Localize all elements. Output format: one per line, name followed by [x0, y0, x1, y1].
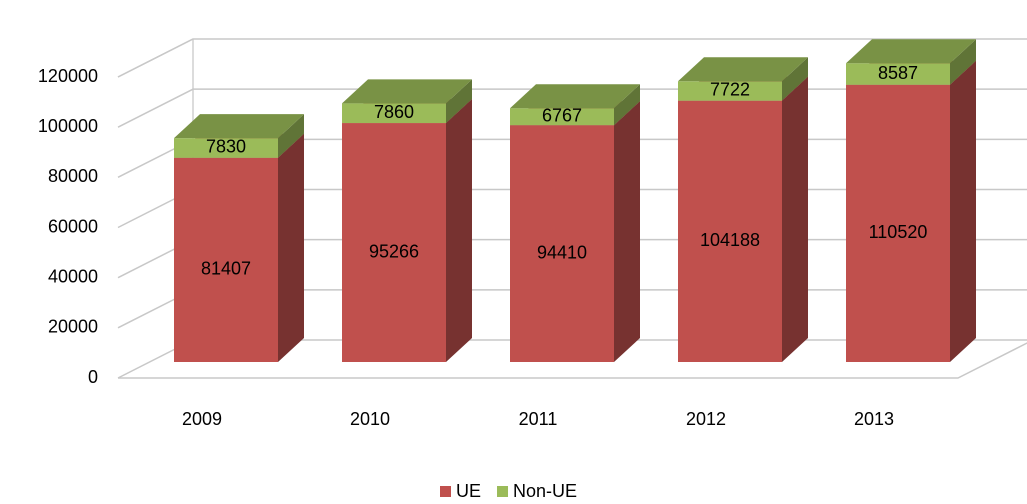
bar-top — [846, 39, 976, 64]
bar-side — [950, 39, 976, 85]
data-label: 95266 — [369, 241, 419, 261]
bar — [846, 63, 950, 85]
bar — [342, 103, 446, 124]
bar-side — [614, 84, 640, 126]
bar-top — [174, 114, 304, 139]
x-tick-label: 2010 — [350, 409, 390, 429]
bar-top — [342, 79, 472, 104]
bar-segment — [342, 99, 472, 363]
data-label: 81407 — [201, 259, 251, 279]
bar — [846, 84, 950, 363]
bar-segment — [510, 84, 640, 126]
x-tick-label: 2013 — [854, 409, 894, 429]
bar-side — [278, 133, 304, 362]
y-tick-label: 0 — [88, 367, 98, 387]
bar-segment — [174, 133, 304, 362]
data-label: 6767 — [542, 105, 582, 125]
x-tick-label: 2009 — [182, 409, 222, 429]
legend-label: Non-UE — [513, 481, 577, 501]
bar — [678, 81, 782, 101]
bar — [510, 108, 614, 126]
y-tick-label: 40000 — [48, 266, 98, 286]
data-label: 94410 — [537, 242, 587, 262]
data-label: 7722 — [710, 80, 750, 100]
grid-line — [117, 38, 1027, 78]
bar-segment — [342, 79, 472, 124]
bar — [342, 123, 446, 363]
legend-label: UE — [456, 481, 481, 501]
bar — [174, 138, 278, 158]
y-tick-label: 100000 — [38, 116, 98, 136]
y-tick-label: 20000 — [48, 317, 98, 337]
legend-swatch — [497, 486, 509, 497]
bar — [510, 125, 614, 362]
bar-side — [950, 60, 976, 363]
bar — [678, 100, 782, 362]
data-label: 7830 — [206, 137, 246, 157]
data-label: 7860 — [374, 102, 414, 122]
y-tick-label: 60000 — [48, 216, 98, 236]
bar — [174, 157, 278, 362]
bar-side — [446, 79, 472, 124]
bar-side — [782, 57, 808, 101]
bar-segment — [846, 60, 976, 363]
bar-segment — [174, 114, 304, 158]
y-tick-label: 80000 — [48, 166, 98, 186]
data-label: 8587 — [878, 63, 918, 83]
data-label: 110520 — [869, 222, 928, 242]
y-tick-label: 120000 — [38, 66, 98, 86]
x-tick-label: 2012 — [686, 409, 726, 429]
data-label: 104188 — [700, 230, 760, 250]
floor-edge — [118, 342, 1027, 379]
bar-top — [678, 57, 808, 82]
bar-segment — [510, 101, 640, 363]
legend-swatch — [440, 486, 451, 497]
bar-side — [782, 76, 808, 362]
bar-top — [510, 84, 640, 109]
bar-segment — [678, 76, 808, 362]
x-tick-label: 2011 — [519, 409, 558, 429]
bar-segment — [678, 57, 808, 101]
bar-side — [614, 101, 640, 363]
bar-side — [278, 114, 304, 158]
bar-side — [446, 99, 472, 363]
bar-segment — [846, 39, 976, 85]
